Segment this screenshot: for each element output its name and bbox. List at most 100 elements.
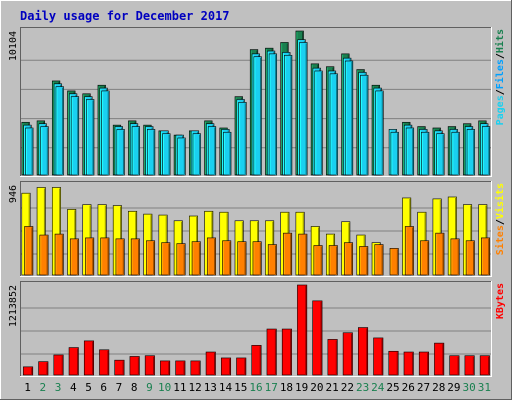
- bar-kbytes-body: [236, 357, 247, 376]
- day-label: 19: [295, 381, 308, 394]
- bar-kbytes-body: [312, 300, 323, 376]
- bar-sites-body: [481, 237, 491, 276]
- bar-pages: [101, 90, 110, 176]
- bar-pages: [466, 129, 475, 176]
- bar-kbytes: [175, 360, 186, 376]
- legend-files: Files: [494, 59, 506, 89]
- bar-kbytes-body: [251, 345, 262, 376]
- bar-sites-body: [222, 240, 232, 276]
- bar-pages: [162, 133, 171, 176]
- bar-pages-body: [344, 60, 354, 176]
- day-label: 22: [341, 381, 354, 394]
- bar-pages: [436, 133, 445, 176]
- bar-sites: [115, 238, 125, 276]
- legend-hits: Hits: [494, 29, 506, 53]
- day-label: 6: [100, 381, 107, 394]
- bar-kbytes: [251, 345, 262, 376]
- bar-sites: [161, 242, 171, 276]
- bar-kbytes: [434, 342, 445, 376]
- bar-kbytes-body: [160, 360, 171, 376]
- day-label: 2: [40, 381, 47, 394]
- bar-sites: [389, 248, 399, 276]
- bar-pages-body: [70, 96, 80, 176]
- bar-kbytes: [281, 328, 292, 376]
- bar-pages-body: [466, 129, 475, 176]
- bar-pages: [421, 131, 430, 176]
- bar-sites-body: [465, 240, 475, 276]
- bar-pages-body: [116, 129, 125, 176]
- bar-kbytes-body: [114, 359, 125, 376]
- bar-sites-body: [283, 232, 293, 276]
- day-label: 3: [55, 381, 62, 394]
- bar-kbytes-body: [99, 349, 110, 376]
- bar-sites-body: [435, 232, 445, 276]
- day-label: 28: [432, 381, 445, 394]
- bar-pages-body: [375, 90, 384, 176]
- bar-pages: [344, 60, 354, 176]
- bar-kbytes-body: [68, 347, 79, 376]
- bar-sites: [54, 233, 64, 276]
- bar-kbytes-body: [418, 351, 429, 376]
- chart-panels: [20, 27, 492, 377]
- bar-sites-body: [85, 237, 95, 276]
- bar-kbytes: [418, 351, 429, 376]
- bar-pages-body: [405, 127, 415, 176]
- bar-sites-body: [39, 234, 49, 276]
- bar-sites: [404, 226, 414, 276]
- bar-kbytes: [129, 356, 140, 376]
- bar-sites-body: [450, 238, 460, 276]
- bar-kbytes-body: [403, 351, 414, 376]
- bar-kbytes: [312, 300, 323, 376]
- bar-pages: [299, 42, 308, 176]
- day-label: 18: [280, 381, 293, 394]
- bar-sites-body: [267, 244, 277, 276]
- bar-pages-body: [451, 131, 460, 176]
- bar-kbytes: [403, 351, 414, 376]
- day-label: 13: [204, 381, 217, 394]
- bar-sites: [481, 237, 491, 276]
- bar-kbytes-body: [373, 337, 384, 376]
- day-label: 9: [146, 381, 153, 394]
- bar-kbytes-body: [449, 355, 460, 376]
- day-label: 21: [326, 381, 339, 394]
- bar-pages: [405, 127, 415, 176]
- legend-bottom: KBytes: [495, 283, 506, 319]
- bar-pages-body: [25, 127, 34, 176]
- bar-pages-body: [207, 126, 217, 176]
- bar-kbytes-body: [83, 340, 94, 376]
- bar-sites: [100, 237, 110, 276]
- bar-kbytes: [144, 355, 155, 376]
- bar-kbytes: [190, 360, 201, 376]
- bar-pages: [116, 129, 125, 176]
- day-label: 7: [116, 381, 123, 394]
- bar-sites: [252, 241, 262, 276]
- bar-pages-body: [268, 53, 278, 176]
- day-label: 29: [447, 381, 460, 394]
- bar-sites-body: [100, 237, 110, 276]
- bar-pages-body: [329, 73, 338, 176]
- bar-sites: [206, 237, 216, 276]
- legend-sites: Sites: [494, 225, 506, 255]
- bar-kbytes: [83, 340, 94, 376]
- bar-kbytes: [53, 354, 64, 376]
- bar-kbytes-body: [38, 361, 49, 376]
- bar-pages-body: [299, 42, 308, 176]
- bar-kbytes-body: [190, 360, 201, 376]
- bar-sites: [344, 242, 353, 276]
- bar-kbytes: [99, 349, 110, 376]
- bar-pages: [131, 126, 140, 176]
- day-label: 5: [85, 381, 92, 394]
- bar-pages-body: [146, 129, 156, 176]
- bar-pages-body: [481, 126, 491, 176]
- bar-kbytes: [23, 366, 34, 376]
- bar-pages-body: [162, 133, 171, 176]
- bar-sites-body: [54, 233, 64, 276]
- bar-pages-body: [192, 133, 201, 176]
- bar-kbytes-body: [266, 328, 277, 376]
- bar-sites-body: [130, 238, 140, 276]
- bar-pages: [329, 73, 338, 176]
- bar-sites: [130, 238, 140, 276]
- max-label-bottom: 1213852: [8, 285, 19, 327]
- panel-middle: [20, 181, 492, 277]
- day-label: 25: [386, 381, 399, 394]
